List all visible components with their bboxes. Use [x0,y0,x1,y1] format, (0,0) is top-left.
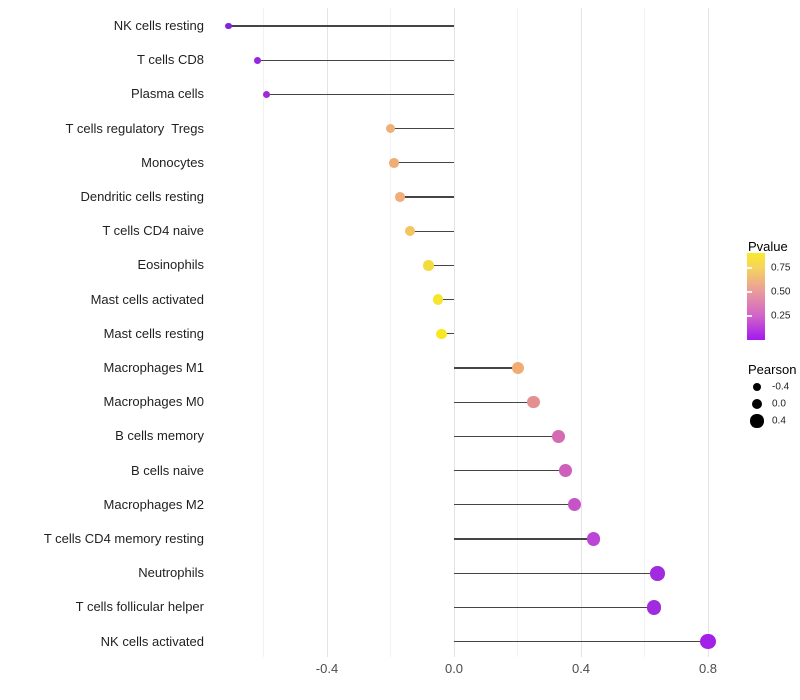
lollipop-dot [511,362,524,374]
lollipop-stem [400,196,454,198]
lollipop-stem [454,367,518,369]
pearson-size-dot [750,414,764,428]
category-label: Macrophages M0 [103,394,204,410]
lollipop-dot [395,192,405,202]
lollipop-stem [454,606,655,609]
lollipop-stem [454,469,566,472]
pvalue-colorbar-tick [747,291,752,293]
pvalue-colorbar-label: 0.50 [771,286,791,298]
category-label: Eosinophils [137,257,205,273]
x-tick-label: 0.0 [444,661,464,676]
lollipop-dot [388,157,399,168]
category-label: T cells regulatory Tregs [65,120,204,136]
lollipop-stem [454,572,658,574]
x-tick-label: -0.4 [315,661,339,676]
major-gridline [580,8,582,657]
lollipop-stem [441,333,454,335]
category-label: Macrophages M2 [103,496,204,512]
pvalue-colorbar-label: 0.75 [771,262,791,274]
lollipop-stem [454,504,575,506]
pvalue-colorbar-tick [747,315,752,317]
lollipop-dot [423,260,434,271]
category-label: Neutrophils [138,565,204,581]
minor-gridline [644,8,645,657]
category-label: Plasma cells [131,86,204,102]
lollipop-stem [454,538,594,540]
lollipop-dot [263,90,271,99]
category-label: Mast cells resting [103,325,204,341]
lollipop-dot [436,328,447,340]
lollipop-dot [527,396,540,409]
category-label: T cells CD4 memory resting [43,531,204,546]
category-label: NK cells activated [100,633,204,649]
pearson-size-dot [752,382,762,392]
lollipop-stem [409,230,454,232]
category-label: Mast cells activated [90,291,204,307]
lollipop-stem [390,127,454,130]
category-label: T cells CD8 [137,52,204,68]
lollipop-dot [568,498,582,512]
lollipop-stem [438,298,454,301]
lollipop-dot [646,600,662,615]
minor-gridline [517,8,518,657]
x-tick-label: 0.4 [571,661,591,676]
lollipop-stem [454,435,559,438]
lollipop-stem [393,162,454,164]
pvalue-colorbar-tick [747,267,752,269]
lollipop-dot [404,226,415,237]
category-label: Macrophages M1 [103,360,204,375]
pvalue-colorbar [747,253,765,340]
lollipop-stem [266,93,454,96]
pearson-size-dot [751,398,763,410]
lollipop-stem [257,59,454,61]
lollipop-dot [649,565,665,581]
lollipop-dot [700,633,716,650]
category-label: T cells follicular helper [75,599,204,615]
pvalue-colorbar-label: 0.25 [771,310,791,322]
category-label: Dendritic cells resting [80,189,204,204]
lollipop-dot [552,430,566,443]
minor-gridline [390,8,391,657]
x-tick-label: 0.8 [698,661,718,676]
pearson-size-label: 0.4 [772,415,786,427]
lollipop-dot [432,294,444,305]
lollipop-dot [385,123,396,134]
category-label: T cells CD4 naive [102,223,204,239]
category-label: Monocytes [141,154,204,170]
minor-gridline [263,8,264,657]
lollipop-dot [253,56,261,64]
category-label: B cells naive [131,462,204,478]
lollipop-stem [228,25,454,27]
major-gridline [453,8,455,657]
pearson-size-label: -0.4 [772,381,790,393]
category-label: B cells memory [115,428,204,444]
category-label: NK cells resting [113,18,204,33]
pearson-size-label: 0.0 [772,398,786,410]
lollipop-stem [428,264,454,267]
lollipop-dot [586,532,601,546]
lollipop-dot [558,464,572,478]
major-gridline [707,8,709,657]
lollipop-stem [454,640,708,643]
lollipop-dot [225,22,232,30]
pvalue-legend-title: Pvalue [748,239,788,254]
major-gridline [326,8,328,657]
pearson-legend-title: Pearson [748,362,797,377]
lollipop-stem [454,401,534,403]
